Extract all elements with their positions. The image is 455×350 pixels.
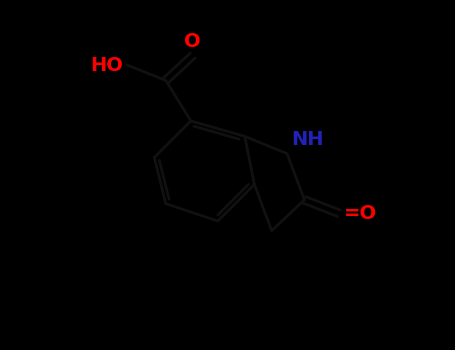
Text: O: O <box>184 32 201 51</box>
Text: =O: =O <box>344 204 377 223</box>
Text: NH: NH <box>292 130 324 149</box>
Text: HO: HO <box>91 56 123 75</box>
